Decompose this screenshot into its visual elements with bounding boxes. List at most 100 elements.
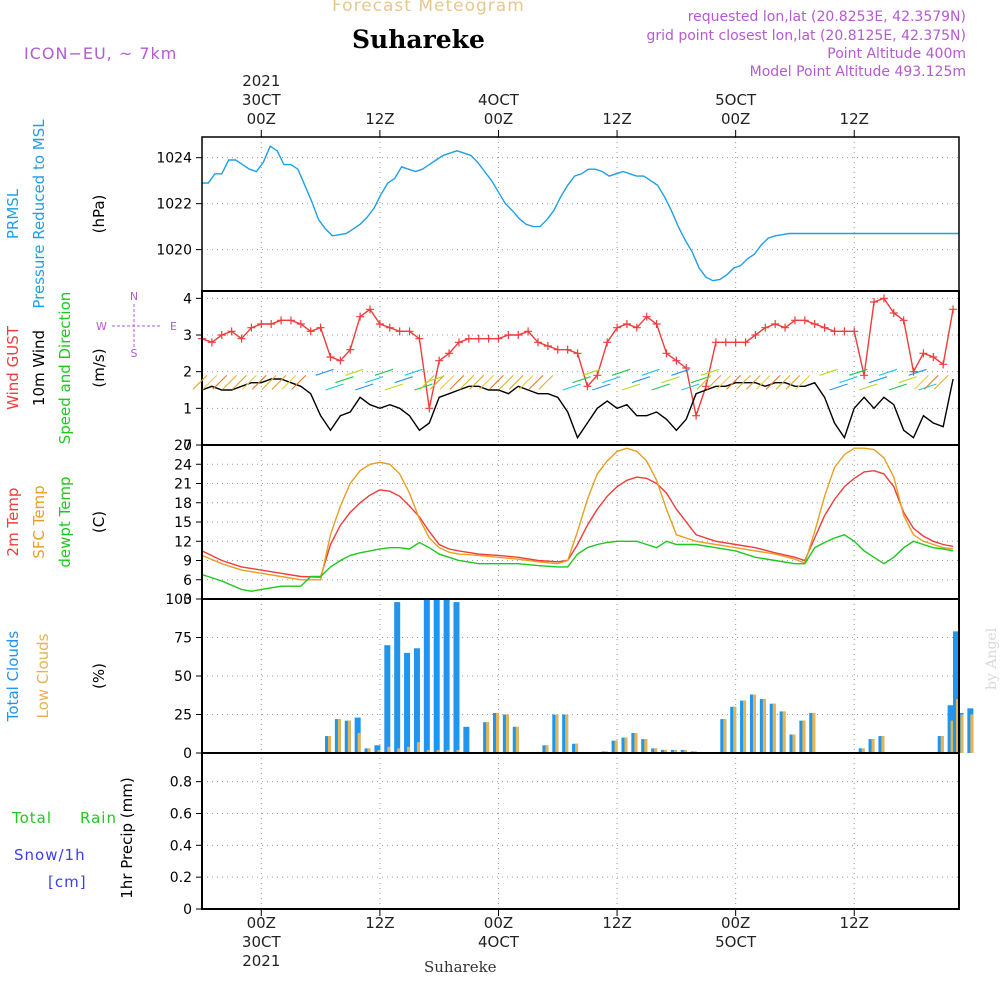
wind-arrow — [572, 376, 591, 384]
cloud-bar — [723, 719, 727, 753]
cloud-bar — [575, 743, 579, 753]
gust-marker — [395, 327, 404, 336]
panel-1: 1020 1022 1024 PRMSL Pressure Reduced to MSL… — [4, 119, 960, 309]
top-time-label: 12Z — [840, 110, 869, 128]
gust-marker — [464, 334, 473, 343]
cloud-bar — [782, 711, 786, 753]
gust-marker — [593, 371, 602, 380]
gust-marker — [771, 320, 780, 328]
gust-marker — [879, 294, 888, 303]
wind-arrow — [859, 383, 878, 391]
wind-arrow — [829, 383, 848, 391]
wind-arrow — [325, 383, 344, 391]
bottom-time-label: 12Z — [840, 914, 869, 932]
wind-arrow — [651, 383, 670, 391]
model-altitude: Model Point Altitude 493.125m — [749, 64, 966, 80]
wind-arrow — [898, 376, 917, 384]
cloud-bar — [397, 748, 401, 753]
y-tick-label: 2 — [183, 365, 192, 381]
gust-marker — [316, 323, 325, 332]
gust-marker — [761, 323, 770, 332]
cloud-bar — [433, 599, 440, 753]
cloud-bar — [956, 699, 959, 753]
y-tick-label: 0 — [183, 902, 192, 918]
wind-arrow — [562, 383, 581, 391]
cloud-bar — [456, 749, 460, 753]
wind-arrow — [726, 374, 741, 390]
cloud-bar — [861, 748, 865, 753]
gust-marker — [217, 331, 226, 339]
series-line-2 — [201, 378, 954, 440]
gust-marker — [820, 323, 829, 332]
y-tick-label: 0.4 — [170, 838, 192, 854]
cloud-bar — [423, 599, 430, 753]
panel-frame — [201, 136, 960, 292]
y-tick-label: 4 — [183, 291, 192, 307]
cloud-bar — [413, 648, 420, 753]
cloud-bar — [463, 726, 470, 753]
gust-marker — [543, 342, 552, 350]
gust-marker — [227, 327, 236, 336]
cloud-bar — [634, 732, 638, 753]
wind-arrow — [508, 374, 524, 390]
wind-arrow — [414, 383, 433, 391]
axis-label: (C) — [90, 511, 108, 533]
gust-marker — [207, 338, 216, 347]
wind-arrow — [592, 383, 611, 391]
axis-label: Rain — [80, 809, 117, 827]
wind-arrow — [933, 374, 949, 390]
cloud-bar — [357, 732, 361, 753]
cloud-bar — [950, 720, 954, 753]
wind-arrow — [765, 374, 781, 390]
wind-arrow — [706, 374, 722, 390]
y-tick-label: 0 — [183, 746, 192, 762]
model-label: ICON−EU, ~ 7km — [24, 44, 178, 63]
wind-arrow — [839, 376, 858, 384]
cloud-bar — [505, 714, 509, 753]
panel-4: 0 25 50 75 100 Total Clouds Low Clouds (%) — [4, 592, 974, 762]
axis-label: Low Clouds — [34, 633, 52, 718]
wind-arrow — [232, 374, 247, 390]
top-time-label: 2021 — [242, 72, 280, 90]
y-tick-label: 75 — [174, 631, 192, 647]
gust-marker — [909, 367, 918, 376]
y-tick-label: 3 — [183, 328, 192, 344]
wind-arrow — [404, 368, 423, 376]
wind-arrow — [923, 374, 939, 390]
y-tick-label: 9 — [183, 554, 192, 570]
gust-marker — [939, 360, 948, 369]
y-tick-label: 1022 — [156, 197, 192, 213]
gust-marker — [484, 334, 493, 343]
top-time-label: 00Z — [484, 110, 513, 128]
cloud-bar — [664, 749, 668, 753]
wind-arrow — [745, 374, 761, 390]
point-altitude: Point Altitude 400m — [827, 46, 966, 62]
cloud-bar — [496, 712, 500, 753]
gust-marker — [731, 338, 740, 347]
gust-marker — [257, 320, 266, 328]
gust-marker — [524, 327, 533, 336]
top-time-label: 12Z — [602, 110, 631, 128]
gust-marker — [810, 320, 819, 328]
series-line-3 — [201, 534, 954, 593]
wind-arrow — [271, 374, 287, 390]
y-tick-label: 1 — [183, 401, 192, 417]
wind-arrow — [251, 374, 267, 390]
axis-label: Wind GUST — [4, 325, 22, 410]
wind-arrow — [518, 374, 534, 390]
cloud-bar — [436, 749, 440, 753]
wind-arrow — [439, 374, 455, 390]
bottom-time-label: 00Z — [484, 914, 513, 932]
y-tick-label: 12 — [174, 534, 192, 550]
bottom-time-label: 00Z — [721, 914, 750, 932]
gust-marker — [790, 316, 799, 325]
chart-title: Forecast Meteogram — [332, 0, 525, 16]
panel-3: 3 6 9 12 15 18 21 24 27 2m Temp SFC Temp dewpt Temp… — [4, 438, 960, 608]
gust-marker — [622, 320, 631, 328]
y-tick-label: 3 — [183, 592, 192, 608]
gust-marker — [721, 338, 730, 347]
wind-arrow — [918, 383, 937, 391]
cloud-bar — [407, 746, 411, 753]
y-tick-label: 15 — [174, 515, 192, 531]
